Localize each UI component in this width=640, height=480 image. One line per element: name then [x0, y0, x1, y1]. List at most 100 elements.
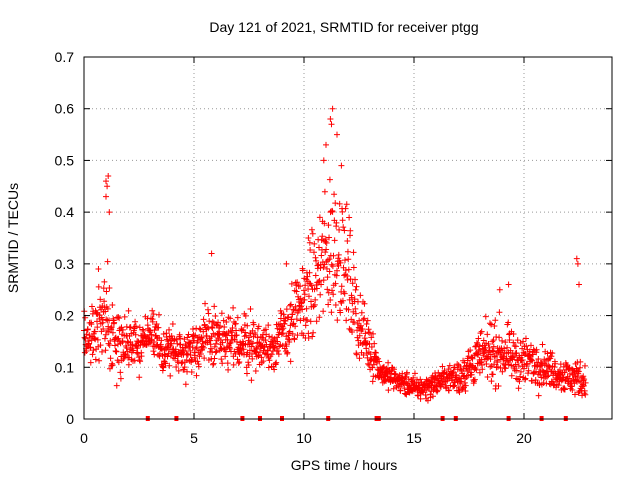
grid [84, 57, 612, 419]
data-point [160, 364, 167, 371]
data-point [117, 325, 124, 332]
data-point [342, 205, 349, 212]
data-point [367, 351, 374, 358]
data-point [225, 366, 232, 373]
data-point [302, 282, 309, 289]
data-point [370, 330, 377, 337]
data-point [366, 329, 373, 336]
data-point [308, 298, 315, 305]
data-point [320, 264, 327, 271]
data-point [238, 347, 245, 354]
data-point [313, 318, 320, 325]
data-point [496, 334, 503, 341]
data-point [284, 349, 291, 356]
data-point [369, 364, 376, 371]
data-point [569, 387, 576, 394]
data-point [368, 343, 375, 350]
data-point [462, 387, 469, 394]
data-point [582, 379, 589, 386]
data-point [336, 226, 343, 233]
data-point [182, 381, 189, 388]
data-point [242, 312, 249, 319]
data-point [229, 324, 236, 331]
data-point [305, 335, 312, 342]
data-point [285, 329, 292, 336]
data-point [241, 333, 248, 340]
data-point [91, 335, 98, 342]
data-point [194, 358, 201, 365]
data-point [316, 314, 323, 321]
data-point [343, 317, 350, 324]
data-point [262, 337, 269, 344]
data-point [147, 329, 154, 336]
data-point [313, 285, 320, 292]
data-point [91, 334, 98, 341]
data-point [574, 260, 581, 267]
data-point [367, 357, 374, 364]
data-point [247, 305, 254, 312]
x-tick-label: 5 [190, 430, 198, 446]
data-point [183, 350, 190, 357]
data-point [522, 335, 529, 342]
data-point [249, 355, 256, 362]
data-point [441, 367, 448, 374]
data-point [352, 310, 359, 317]
data-point [330, 252, 337, 259]
data-point [352, 276, 359, 283]
data-point [164, 338, 171, 345]
data-point [210, 361, 217, 368]
data-point [268, 351, 275, 358]
data-point [449, 370, 456, 377]
data-point [513, 349, 520, 356]
data-point [260, 358, 267, 365]
data-point [343, 201, 350, 208]
data-point [169, 320, 176, 327]
data-point [385, 387, 392, 394]
data-point [526, 348, 533, 355]
axes: 0 0.1 0.2 0.3 0.4 0.5 0.6 0.7 0 5 10 15 20 [55, 49, 612, 446]
data-point [189, 326, 196, 333]
data-point [299, 267, 306, 274]
data-point [117, 369, 124, 376]
data-point [473, 339, 480, 346]
data-point [310, 329, 317, 336]
data-point [291, 336, 298, 343]
data-point [235, 360, 242, 367]
data-point [439, 363, 446, 370]
data-point [95, 265, 102, 272]
data-point [321, 220, 328, 227]
data-point [369, 378, 376, 385]
data-point [517, 368, 524, 375]
data-point [130, 347, 137, 354]
data-point [97, 342, 104, 349]
data-point [347, 227, 354, 234]
data-point [582, 362, 589, 369]
data-point [132, 323, 139, 330]
data-point [245, 337, 252, 344]
data-point [208, 333, 215, 340]
data-point [530, 351, 537, 358]
data-point [365, 326, 372, 333]
data-point [192, 345, 199, 352]
data-point [303, 305, 310, 312]
data-point [475, 335, 482, 342]
data-point [283, 306, 290, 313]
data-point [434, 388, 441, 395]
data-point [302, 322, 309, 329]
data-point [197, 350, 204, 357]
data-point [435, 369, 442, 376]
data-point [148, 331, 155, 338]
data-point [227, 315, 234, 322]
data-point [371, 340, 378, 347]
data-point [173, 336, 180, 343]
data-point [475, 351, 482, 358]
data-point [325, 301, 332, 308]
data-point [184, 351, 191, 358]
data-point [425, 377, 432, 384]
data-point [331, 191, 338, 198]
data-point [195, 363, 202, 370]
data-point [192, 352, 199, 359]
y-tick-label: 0.1 [55, 359, 75, 375]
data-point [410, 374, 417, 381]
data-point [345, 306, 352, 313]
